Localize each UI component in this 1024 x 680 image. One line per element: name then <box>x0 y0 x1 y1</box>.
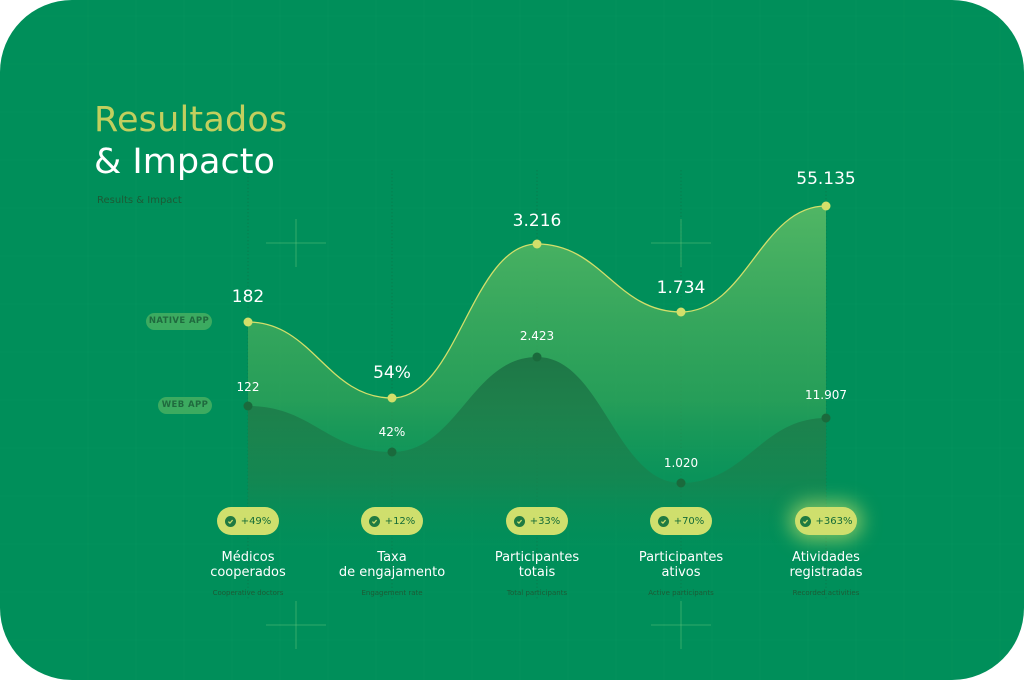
web-app-point <box>821 413 831 423</box>
category-subtitle: Active participants <box>648 589 714 597</box>
growth-value: +363% <box>815 515 853 527</box>
native-app-point <box>387 393 397 403</box>
decorative-crosses <box>266 219 711 649</box>
web-app-points <box>243 352 831 488</box>
category-label: Atividades registradas <box>789 550 863 580</box>
category-subtitle: Cooperative doctors <box>212 589 284 597</box>
growth-badge: +363% <box>795 507 857 535</box>
legend-native-app: NATIVE APP <box>146 313 212 330</box>
growth-badge: +70% <box>650 507 712 535</box>
chart-subtitle: Results & Impact <box>97 195 182 206</box>
native-app-value-label: 182 <box>232 287 264 307</box>
check-circle-icon <box>657 515 669 527</box>
legend-web-app: WEB APP <box>158 397 212 414</box>
web-app-value-label: 2.423 <box>520 329 554 343</box>
category-label: Médicos cooperados <box>210 550 286 580</box>
native-app-value-labels: 182 54% 3.216 1.734 55.135 <box>232 169 856 383</box>
web-app-value-labels: 122 42% 2.423 1.020 11.907 <box>237 329 847 470</box>
web-app-point <box>387 447 397 457</box>
check-circle-icon <box>224 515 236 527</box>
category-subtitle: Recorded activities <box>792 589 860 597</box>
web-app-value-label: 122 <box>237 380 260 394</box>
check-circle-icon <box>799 515 811 527</box>
growth-badge: +49% <box>217 507 279 535</box>
category-label: Participantes totais <box>494 550 580 580</box>
native-app-value-label: 55.135 <box>796 169 855 189</box>
growth-value: +33% <box>529 515 561 527</box>
check-circle-icon <box>368 515 380 527</box>
growth-badge: +12% <box>361 507 423 535</box>
native-app-point <box>821 201 831 211</box>
web-app-point <box>532 352 542 362</box>
web-app-value-label: 42% <box>379 425 406 439</box>
title-line-1: Resultados <box>94 100 288 140</box>
category-label: Taxa de engajamento <box>338 550 446 580</box>
category-subtitle: Engagement rate <box>361 589 423 597</box>
web-app-value-label: 1.020 <box>664 456 698 470</box>
category-label: Participantes ativos <box>638 550 724 580</box>
native-app-value-label: 1.734 <box>657 278 706 298</box>
web-app-value-label: 11.907 <box>805 388 847 402</box>
growth-value: +12% <box>384 515 416 527</box>
web-app-point <box>243 401 253 411</box>
title-line-2: & Impacto <box>94 142 275 182</box>
growth-value: +49% <box>240 515 272 527</box>
native-app-point <box>243 317 253 327</box>
native-app-point <box>532 239 542 249</box>
web-app-point <box>676 478 686 488</box>
native-app-value-label: 3.216 <box>513 211 562 231</box>
growth-value: +70% <box>673 515 705 527</box>
native-app-value-label: 54% <box>373 363 411 383</box>
check-circle-icon <box>513 515 525 527</box>
growth-badge: +33% <box>506 507 568 535</box>
native-app-point <box>676 307 686 317</box>
category-subtitle: Total participants <box>506 589 568 597</box>
native-app-points <box>243 201 831 403</box>
